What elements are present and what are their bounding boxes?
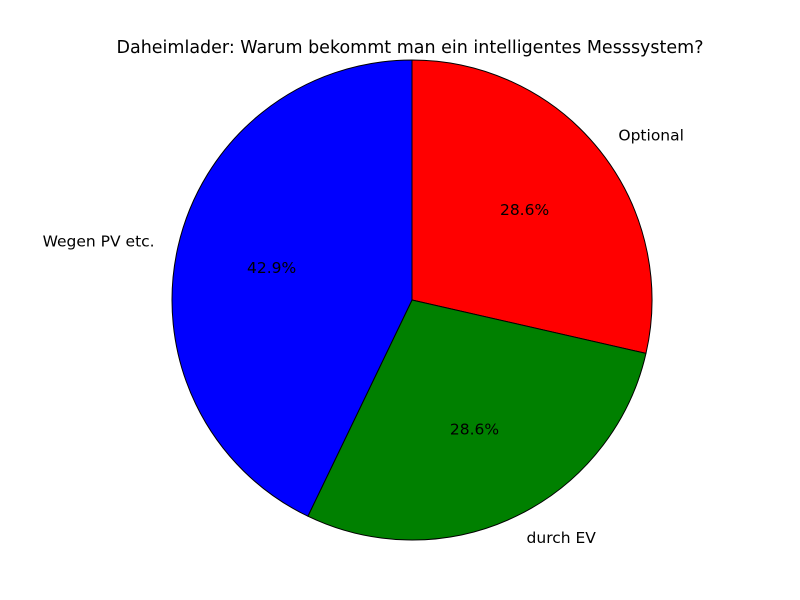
pie-slices — [171, 59, 653, 541]
percent-label-optional: 28.6% — [500, 201, 549, 219]
slice-label-durch-ev: durch EV — [527, 529, 597, 547]
chart-title: Daheimlader: Warum bekommt man ein intel… — [117, 38, 704, 58]
pie-slice-wegen-pv-etc — [171, 59, 413, 517]
percent-labels: 28.6% 28.6% 42.9% — [247, 201, 549, 439]
pie-slice-durch-ev — [307, 299, 647, 541]
pie-slice-optional — [411, 59, 653, 354]
slice-label-wegen-pv-etc: Wegen PV etc. — [43, 232, 155, 250]
slice-label-optional: Optional — [618, 126, 684, 144]
slice-labels: Optional durch EV Wegen PV etc. — [43, 126, 684, 546]
percent-label-durch-ev: 28.6% — [450, 421, 499, 439]
percent-label-wegen-pv-etc: 42.9% — [247, 259, 296, 277]
